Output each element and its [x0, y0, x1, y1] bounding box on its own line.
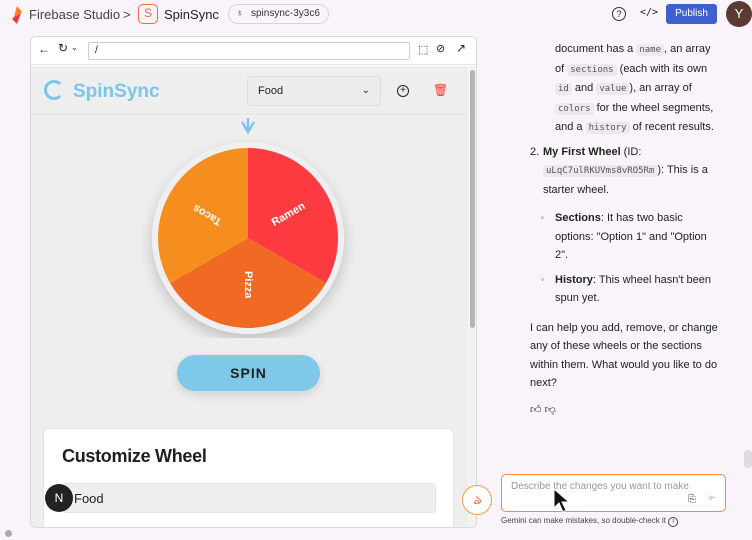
chat-paragraph: document has a name, an array of section…: [555, 43, 714, 134]
add-wheel-icon[interactable]: +: [397, 85, 409, 97]
chat-messages: document has a name, an array of section…: [530, 40, 720, 419]
publish-button[interactable]: Publish: [666, 4, 717, 24]
wheel-segment-pizza: [170, 238, 326, 328]
firebase-logo-icon: [12, 6, 22, 24]
attach-icon[interactable]: ⎘: [688, 494, 696, 505]
wheel-name-input[interactable]: Food: [63, 483, 436, 513]
send-icon[interactable]: ➢: [707, 492, 717, 504]
project-icon: S: [138, 4, 158, 24]
chat-input[interactable]: Describe the changes you want to make ⎘ …: [501, 474, 726, 512]
avatar[interactable]: Y: [726, 1, 752, 27]
breadcrumb-separator: >: [123, 7, 131, 22]
selected-wheel: Food: [258, 85, 284, 97]
select-element-icon[interactable]: ⬚: [418, 44, 429, 56]
mouse-cursor-icon: [553, 488, 571, 513]
list-item: 2. My First Wheel (ID: uLqC7ulRKUVms8vRO5…: [530, 145, 708, 196]
back-icon[interactable]: ←: [38, 42, 50, 56]
workspace-id: spinsync-3y3c6: [251, 8, 320, 19]
info-icon[interactable]: i: [668, 517, 679, 527]
list-item: ◦ History: This wheel hasn't been spun ye…: [541, 273, 711, 305]
wheel-segment-tacos: [158, 148, 248, 283]
brand-logo-icon: [44, 80, 64, 100]
chevron-down-icon[interactable]: ⌄: [71, 43, 78, 52]
project-name[interactable]: SpinSync: [164, 7, 219, 22]
brand-name: SpinSync: [73, 81, 160, 102]
spin-button[interactable]: SPIN: [177, 355, 320, 391]
thumbs-up-icon[interactable]: 👍︎: [530, 403, 542, 416]
delete-wheel-icon[interactable]: 🗑: [433, 83, 449, 97]
scrollbar-thumb[interactable]: [470, 70, 475, 328]
open-external-icon[interactable]: ↗: [456, 41, 467, 55]
code-view-icon[interactable]: </>: [640, 7, 659, 18]
next-dev-badge[interactable]: N: [45, 484, 73, 512]
browser-toolbar: ← ↻ ⌄ / ⬚ ⊘ ↗: [31, 37, 476, 65]
flame-icon: ♁: [236, 8, 244, 19]
gemini-icon: ঌ: [462, 485, 492, 515]
chat-placeholder: Describe the changes you want to make: [511, 481, 689, 492]
reload-icon[interactable]: ↻: [58, 41, 69, 55]
app-area: SpinSync Food ⌄ + 🗑 Ramen Pizza Tacos SPIN …: [31, 66, 467, 527]
list-item: ◦ Sections: It has two basic options: "Op…: [541, 212, 707, 261]
pointer-arrow-icon: [240, 118, 256, 135]
preview-frame: ← ↻ ⌄ / ⬚ ⊘ ↗ SpinSync Food ⌄ + 🗑 Ramen Pi…: [30, 36, 477, 528]
scrollbar[interactable]: [467, 66, 476, 527]
chevron-down-icon: ⌄: [361, 85, 370, 96]
chat-scrollbar[interactable]: [744, 450, 752, 468]
url-input[interactable]: /: [88, 42, 410, 60]
customize-card: Customize Wheel Food: [43, 428, 454, 527]
customize-title: Customize Wheel: [62, 446, 207, 466]
help-icon[interactable]: ?: [612, 7, 626, 21]
status-dot: [5, 530, 12, 537]
thumbs-down-icon[interactable]: 👎︎: [544, 403, 556, 416]
wheel-segment-ramen: [248, 148, 338, 283]
top-bar: Firebase Studio > S SpinSync ♁ spinsync-3…: [0, 0, 752, 30]
disclaimer: Gemini can make mistakes, so double-chec…: [501, 516, 679, 527]
workspace-pill[interactable]: ♁ spinsync-3y3c6: [228, 4, 329, 24]
chat-paragraph: I can help you add, remove, or change an…: [530, 321, 718, 390]
wheel-label: Pizza: [242, 271, 254, 299]
wheel-select[interactable]: Food ⌄: [247, 76, 381, 106]
firebase-studio-link[interactable]: Firebase Studio: [29, 7, 121, 22]
app-header: [31, 66, 467, 115]
link-icon[interactable]: ⊘: [436, 43, 446, 55]
